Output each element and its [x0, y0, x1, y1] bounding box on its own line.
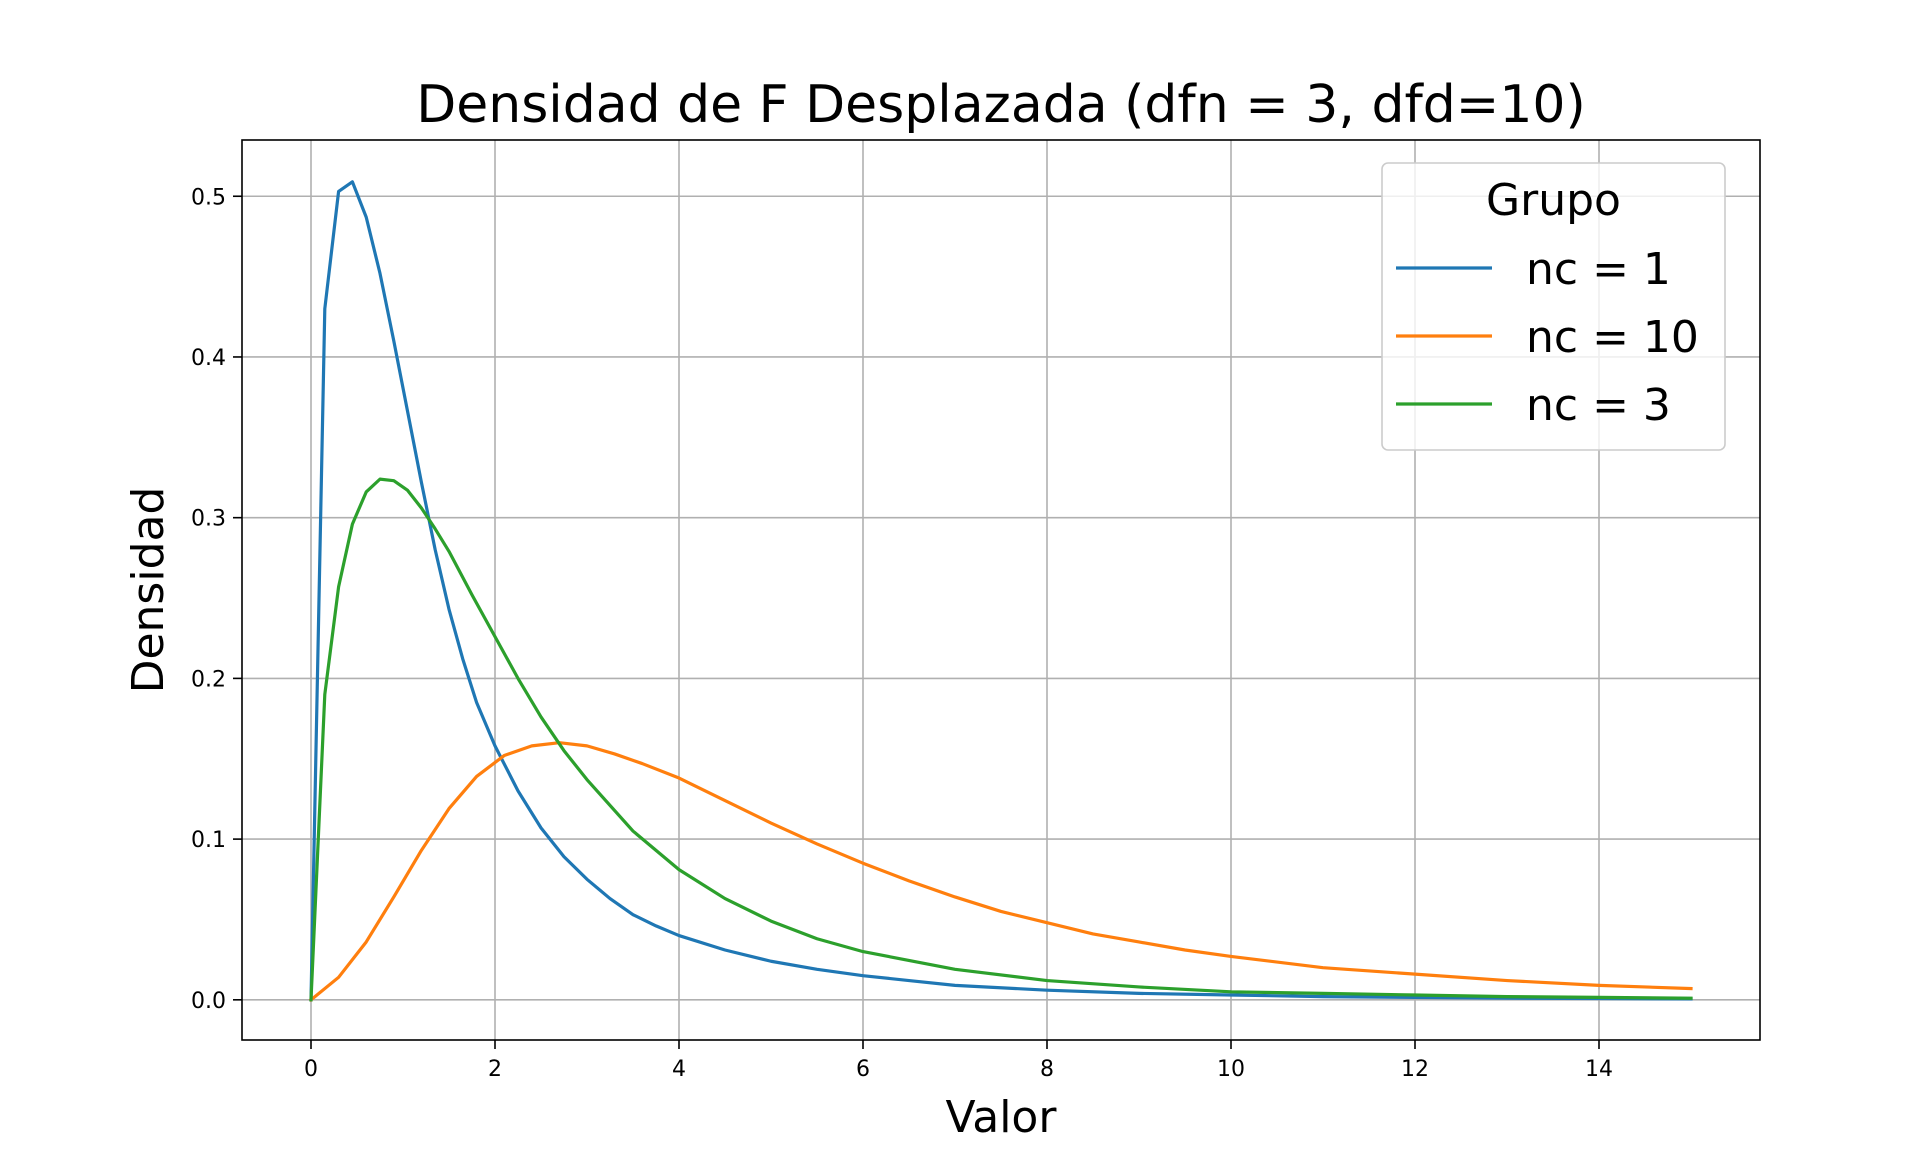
y-tick-label: 0.5 — [191, 185, 226, 210]
series-line-2 — [308, 741, 1693, 1003]
legend-label-3: nc = 3 — [1526, 380, 1671, 431]
plot-area-frame — [241, 139, 1761, 1041]
x-tick-label: 14 — [1585, 1057, 1613, 1082]
x-tick-label: 12 — [1401, 1057, 1429, 1082]
legend-box — [1381, 162, 1726, 451]
x-tick-label: 2 — [488, 1057, 502, 1082]
y-tick-label: 0.3 — [191, 507, 226, 532]
legend-title: Grupo — [1486, 175, 1621, 226]
series-lines — [308, 180, 1693, 1003]
legend: Grupo nc = 1 nc = 10 nc = 3 — [1381, 162, 1726, 451]
x-tick-label: 10 — [1217, 1057, 1245, 1082]
series-line-3 — [309, 477, 1693, 1002]
y-tick-label: 0.1 — [191, 828, 226, 853]
legend-label-2: nc = 10 — [1526, 312, 1699, 363]
x-axis-label: Valor — [946, 1092, 1058, 1143]
x-tick-label: 4 — [672, 1057, 686, 1082]
x-tick-label: 6 — [856, 1057, 870, 1082]
x-tick-label: 0 — [304, 1057, 318, 1082]
x-tick-label: 8 — [1040, 1057, 1054, 1082]
x-axis-ticks: 0 2 4 6 8 10 12 14 — [304, 1040, 1613, 1082]
y-tick-label: 0.0 — [191, 989, 226, 1014]
y-axis-ticks: 0.0 0.1 0.2 0.3 0.4 0.5 — [191, 185, 242, 1014]
y-tick-label: 0.4 — [191, 346, 226, 371]
chart-title: Densidad de F Desplazada (dfn = 3, dfd=1… — [416, 75, 1586, 135]
y-axis-label: Densidad — [123, 487, 174, 694]
series-line-1 — [309, 180, 1693, 1002]
y-tick-label: 0.2 — [191, 667, 226, 692]
legend-label-1: nc = 1 — [1526, 244, 1671, 295]
legend-entries: nc = 1 nc = 10 nc = 3 — [1396, 244, 1699, 431]
